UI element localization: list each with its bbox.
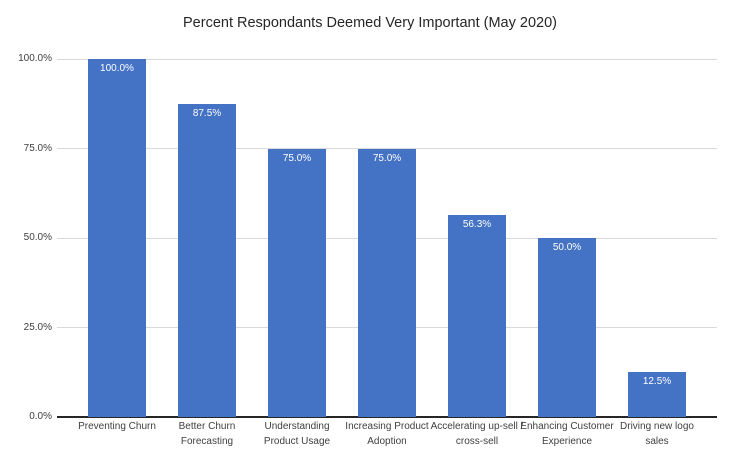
y-tick-label: 0.0% — [29, 411, 52, 422]
bar — [628, 372, 686, 417]
bar-value-label: 87.5% — [192, 107, 222, 119]
bar-value-label: 50.0% — [552, 242, 582, 253]
y-tick-label: 25.0% — [23, 321, 52, 333]
y-gridline — [57, 58, 717, 60]
y-tick-label: 100.0% — [18, 53, 52, 64]
x-axis-line — [57, 416, 717, 418]
y-tick-label: 75.0% — [23, 142, 52, 154]
bar — [448, 215, 506, 417]
bar-value-label: 75.0% — [282, 152, 312, 164]
bar — [178, 103, 236, 417]
bar — [538, 238, 596, 417]
x-tick-label: Enhancing Customer Experience — [520, 421, 614, 447]
plot-area: 100.0% 87.5% 75.0% 75.0% 56.3% 50.0% 12.5% 0.0%… — [18, 53, 717, 447]
chart-title: Percent Respondants Deemed Very Importan… — [183, 15, 557, 31]
x-tick-label: Increasing Product Adoption — [345, 421, 429, 447]
bar — [358, 148, 416, 417]
bar-value-label: 56.3% — [462, 219, 492, 231]
x-tick-label: Accelerating up-sell / cross-sell — [430, 421, 524, 447]
y-tick-label: 50.0% — [23, 232, 52, 243]
bar — [268, 148, 326, 417]
bar-value-label: 75.0% — [372, 152, 402, 164]
x-tick-label: Understanding Product Usage — [263, 421, 331, 447]
x-tick-label: Driving new logo sales — [620, 421, 694, 447]
bar — [88, 59, 146, 417]
bar-value-label: 100.0% — [100, 63, 134, 74]
bar-value-label: 12.5% — [642, 376, 672, 388]
x-tick-label: Better Churn Forecasting — [178, 421, 236, 447]
x-tick-label: Preventing Churn — [78, 421, 156, 432]
